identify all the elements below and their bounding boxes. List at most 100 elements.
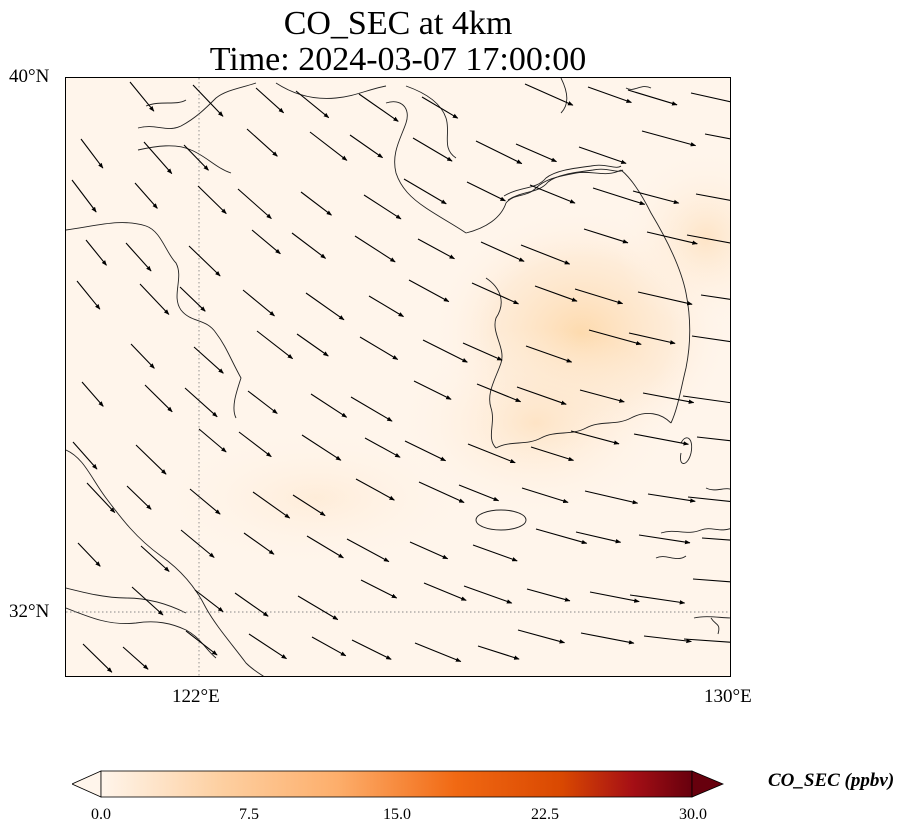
wind-arrow xyxy=(525,345,573,363)
colorbar-max-extend xyxy=(691,770,725,798)
wind-arrow xyxy=(404,440,447,462)
wind-arrow xyxy=(80,138,104,169)
wind-arrow xyxy=(364,437,401,458)
wind-arrow xyxy=(351,639,392,660)
wind-arrow xyxy=(704,133,730,140)
wind-arrow xyxy=(238,431,272,458)
lat-tick-label-40n: 40°N xyxy=(9,66,50,87)
wind-arrow xyxy=(183,144,209,171)
wind-arrow xyxy=(192,84,224,117)
wind-arrow xyxy=(683,638,730,643)
wind-arrow xyxy=(82,643,113,673)
wind-arrow xyxy=(134,182,158,209)
wind-arrow xyxy=(198,428,227,453)
wind-arrow xyxy=(189,488,221,515)
wind-arrow xyxy=(646,231,698,245)
wind-arrow xyxy=(628,332,676,345)
wind-arrow xyxy=(516,386,567,405)
wind-arrow xyxy=(641,130,697,147)
wind-arrow xyxy=(637,291,693,306)
map-panel xyxy=(65,77,731,677)
wind-arrow xyxy=(632,190,680,204)
wind-arrow xyxy=(467,443,516,464)
wind-arrow xyxy=(412,137,453,162)
wind-arrow xyxy=(291,232,327,259)
wind-arrow xyxy=(475,140,523,165)
wind-arrow xyxy=(359,336,399,360)
wind-arrow xyxy=(413,380,452,400)
wind-arrow xyxy=(409,541,449,560)
wind-arrow xyxy=(592,187,646,206)
gridlines xyxy=(66,78,730,676)
lon-tick-label-122e: 122°E xyxy=(172,686,220,707)
wind-arrow xyxy=(363,194,402,220)
wind-arrow xyxy=(139,283,170,315)
wind-arrow xyxy=(197,185,227,214)
wind-arrow xyxy=(350,396,393,422)
lon-tick-label-130e: 130°E xyxy=(704,686,752,707)
wind-arrow xyxy=(690,92,730,103)
wind-arrow xyxy=(297,595,339,621)
wind-arrow xyxy=(185,630,218,656)
wind-arrow xyxy=(578,146,627,164)
wind-arrow xyxy=(251,229,281,255)
wind-arrow xyxy=(301,434,342,461)
wind-arrow xyxy=(692,578,730,583)
map-time-subtitle: Time: 2024-03-07 17:00:00 xyxy=(209,41,587,78)
wind-arrow xyxy=(462,342,503,361)
wind-arrow xyxy=(535,528,588,545)
wind-arrow xyxy=(463,585,513,604)
wind-arrow xyxy=(346,538,390,563)
map-canvas xyxy=(66,78,730,676)
wind-arrow xyxy=(71,179,97,213)
wind-arrow xyxy=(647,493,696,503)
wind-arrow xyxy=(520,244,571,265)
wind-arrow xyxy=(295,90,330,119)
wind-arrow xyxy=(466,181,506,202)
wind-arrow xyxy=(180,529,215,558)
wind-arrow xyxy=(521,487,569,504)
wind-arrow xyxy=(130,343,155,369)
wind-arrow xyxy=(242,289,275,317)
wind-arrow xyxy=(354,235,396,263)
wind-arrow xyxy=(305,292,345,321)
wind-arrow xyxy=(306,535,344,559)
wind-arrow xyxy=(638,534,691,545)
wind-arrow xyxy=(125,242,152,272)
wind-arrow xyxy=(300,191,332,216)
wind-arrow xyxy=(358,93,399,122)
wind-arrow xyxy=(687,496,730,502)
wind-arrow xyxy=(81,381,104,407)
wind-arrow xyxy=(246,128,278,157)
wind-arrow xyxy=(691,335,730,343)
wind-arrow xyxy=(122,646,149,670)
colorbar-min-extend xyxy=(71,770,102,798)
wind-arrow xyxy=(588,329,642,346)
wind-arrow xyxy=(248,633,287,660)
wind-arrow xyxy=(472,544,518,562)
wind-arrow xyxy=(188,245,221,277)
wind-arrow xyxy=(255,87,285,114)
lat-tick-label-32n: 32°N xyxy=(9,601,50,622)
wind-arrow xyxy=(131,586,164,616)
wind-arrow xyxy=(247,390,278,414)
wind-arrow xyxy=(686,234,730,244)
colorbar-tick-15: 15.0 xyxy=(383,806,411,823)
wind-arrow xyxy=(349,134,384,159)
wind-arrow xyxy=(77,542,101,567)
wind-arrow xyxy=(403,178,447,205)
colorbar-tick-22-5: 22.5 xyxy=(531,806,559,823)
wind-arrow xyxy=(126,485,152,510)
wind-arrow xyxy=(355,478,395,501)
wind-arrow xyxy=(129,81,155,112)
colorbar-tick-7-5: 7.5 xyxy=(239,806,259,823)
wind-arrow xyxy=(243,532,275,555)
wind-arrow xyxy=(695,193,730,201)
wind-arrow xyxy=(408,279,450,303)
colorbar-scale xyxy=(100,770,693,798)
wind-arrow xyxy=(76,280,101,310)
wind-arrow xyxy=(570,430,620,445)
colorbar-graphic xyxy=(71,770,725,798)
wind-arrow xyxy=(480,241,525,262)
colorbar-tick-30: 30.0 xyxy=(679,806,707,823)
